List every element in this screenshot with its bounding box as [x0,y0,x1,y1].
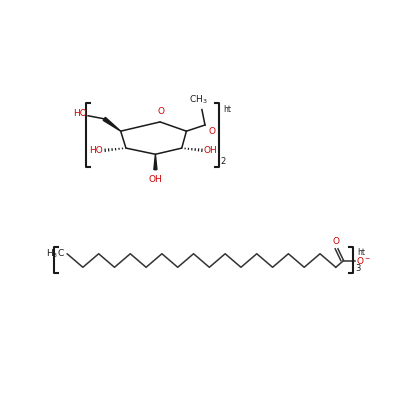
Text: 2: 2 [221,157,226,166]
Text: OH: OH [148,175,162,184]
Text: CH$_3$: CH$_3$ [190,93,208,106]
Text: O: O [157,107,164,116]
Text: O: O [332,237,339,246]
Polygon shape [103,117,121,131]
Text: 3: 3 [355,264,360,273]
Text: HO: HO [90,146,103,155]
Text: ht: ht [223,105,231,114]
Text: HO: HO [73,109,87,118]
Text: H$_3$C: H$_3$C [46,248,65,260]
Polygon shape [154,154,157,170]
Text: OH: OH [204,146,218,155]
Text: O$^-$: O$^-$ [356,255,371,266]
Text: ht: ht [358,248,366,257]
Text: O: O [208,128,215,136]
